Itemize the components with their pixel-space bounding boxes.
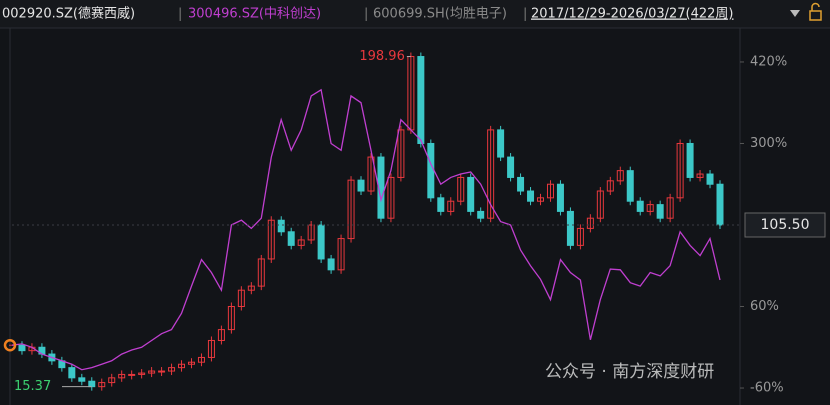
candle <box>586 217 594 229</box>
candle <box>287 231 295 246</box>
candle <box>666 197 674 219</box>
candle <box>686 142 694 178</box>
candle <box>197 356 205 363</box>
start-marker <box>3 338 17 352</box>
watermark: 公众号 · 南方深度财研 <box>545 362 714 382</box>
candle <box>467 176 475 212</box>
candle <box>327 258 335 271</box>
y-tick-label: 420% <box>750 54 787 69</box>
candle <box>487 129 495 219</box>
candle <box>367 156 375 192</box>
separator: | <box>178 7 182 22</box>
candle <box>576 227 584 246</box>
candle <box>297 239 305 246</box>
y-tick-label: -60% <box>750 381 784 396</box>
series-tab[interactable]: 002920.SZ(德赛西威) <box>2 6 135 22</box>
candle <box>457 176 465 202</box>
candle <box>128 373 136 376</box>
candle <box>616 170 624 182</box>
candle <box>337 238 345 271</box>
header-bar <box>0 0 830 28</box>
candle <box>88 380 96 388</box>
last-box <box>744 212 826 238</box>
candle <box>606 180 614 192</box>
candle <box>497 129 505 158</box>
candle <box>447 200 455 212</box>
low-label: 15.37 <box>14 379 51 394</box>
dropdown-icon[interactable] <box>790 10 800 17</box>
candle <box>98 382 106 388</box>
candle <box>556 183 564 212</box>
y-tick-label: 300% <box>750 136 787 151</box>
candle <box>257 258 265 287</box>
lock-icon-shackle <box>811 2 820 11</box>
candle <box>546 183 554 199</box>
candle <box>108 377 116 384</box>
series-tab[interactable]: 300496.SZ(中科创达) <box>188 7 321 22</box>
candle <box>596 190 604 219</box>
candle <box>277 219 285 233</box>
candle <box>527 190 535 202</box>
candle <box>696 173 704 178</box>
candle <box>636 200 644 212</box>
candle <box>656 204 664 219</box>
candle <box>237 289 245 308</box>
candle <box>118 373 126 379</box>
candle <box>716 183 724 226</box>
candle <box>507 156 515 178</box>
candle <box>646 204 654 212</box>
candle <box>387 176 395 219</box>
candle <box>437 197 445 212</box>
candle <box>626 170 634 202</box>
high-label: 198.96 <box>359 49 405 64</box>
candle <box>148 370 156 374</box>
candle <box>247 285 255 291</box>
candle <box>706 173 714 185</box>
date-range[interactable]: 2017/12/29-2026/03/27(422周) <box>531 7 734 22</box>
candle <box>178 363 186 369</box>
candle <box>78 377 86 382</box>
candle <box>227 306 235 331</box>
candle <box>267 219 275 260</box>
candle <box>317 224 325 260</box>
candle <box>307 224 315 241</box>
candle <box>397 129 405 178</box>
last-label: 105.50 <box>761 217 810 233</box>
candle <box>207 339 215 358</box>
series-tab[interactable]: 600699.SH(均胜电子) <box>373 7 507 22</box>
lock-icon[interactable] <box>809 10 822 21</box>
candle <box>347 179 355 240</box>
candle <box>158 370 166 373</box>
candle <box>138 372 146 375</box>
separator: | <box>364 7 368 22</box>
candle <box>676 142 684 199</box>
candle <box>168 367 176 372</box>
candle <box>477 210 485 219</box>
candle <box>417 56 425 144</box>
y-tick-label: 60% <box>750 299 779 314</box>
candle <box>566 210 574 246</box>
candle <box>537 197 545 202</box>
separator: | <box>523 7 527 22</box>
candle <box>357 179 365 192</box>
candle <box>18 344 26 352</box>
candle <box>517 176 525 192</box>
candle <box>187 361 195 365</box>
series-line <box>11 88 721 371</box>
candle <box>68 367 76 379</box>
candle <box>217 329 225 341</box>
candle <box>427 142 435 199</box>
